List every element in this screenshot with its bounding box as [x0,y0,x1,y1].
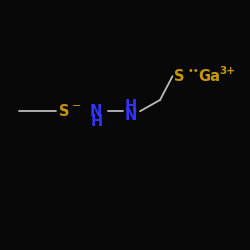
Text: S: S [174,69,185,84]
Text: ••: •• [187,66,199,76]
Text: N: N [125,108,138,123]
Text: H: H [90,114,102,128]
Text: Ga: Ga [198,69,220,84]
Text: 3+: 3+ [220,66,236,76]
Text: N: N [90,104,102,119]
Text: H: H [125,99,138,114]
Text: S: S [58,104,69,119]
Text: −: − [72,100,81,110]
